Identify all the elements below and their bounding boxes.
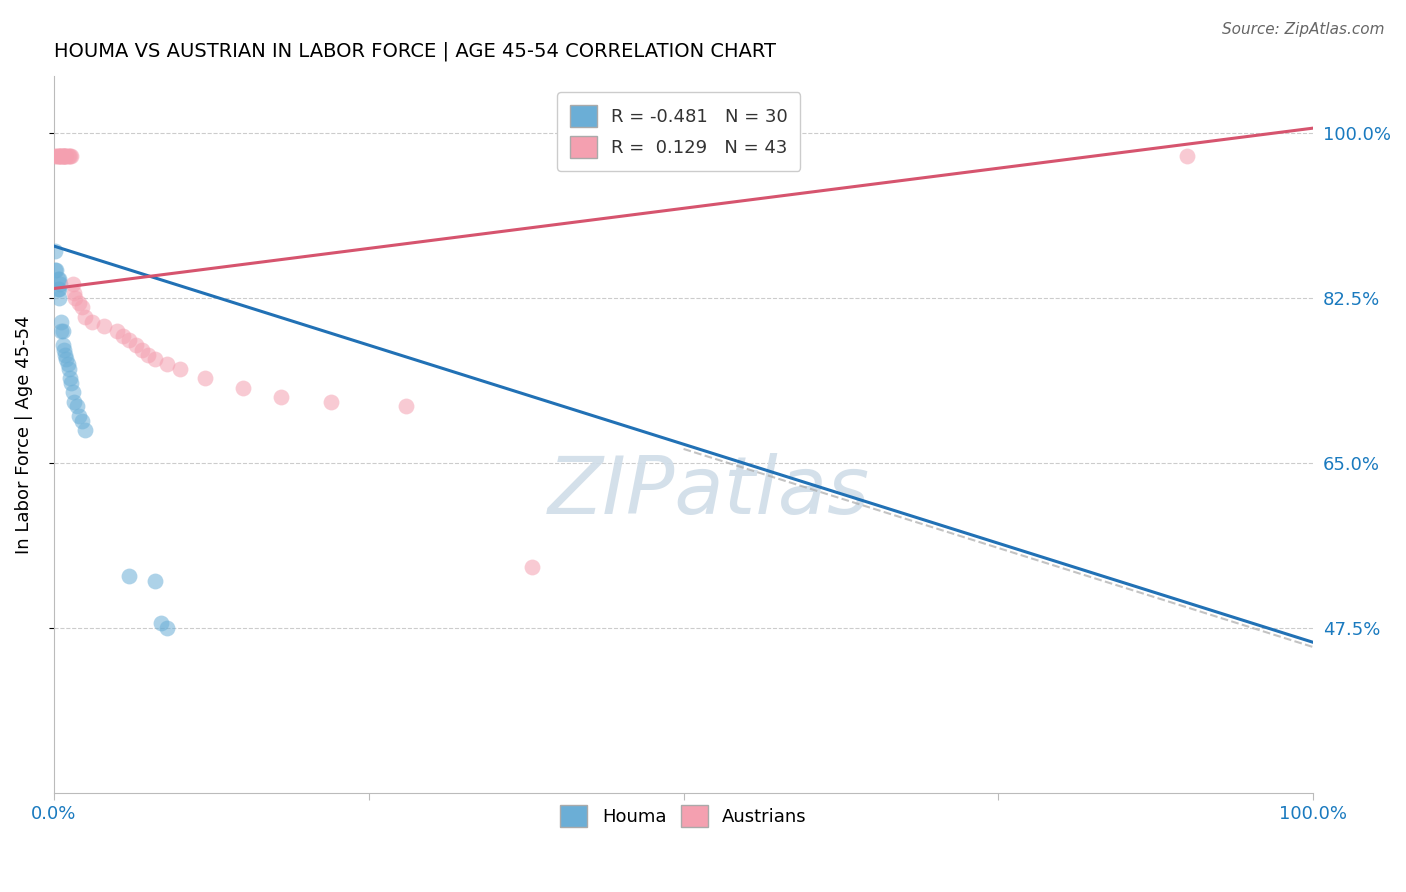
Point [522,560,544,574]
Point [75,423,97,437]
Point [143,574,166,588]
Text: Source: ZipAtlas.com: Source: ZipAtlas.com [1222,22,1385,37]
Point [48,149,70,163]
Point [105,324,128,338]
Point [48,272,70,286]
Point [156,621,179,635]
Point [53,149,76,163]
Point [59,149,82,163]
Point [67,295,90,310]
Point [46,272,69,286]
Y-axis label: In Labor Force | Age 45-54: In Labor Force | Age 45-54 [15,316,32,554]
Point [136,347,159,361]
Point [1175,149,1198,163]
Point [118,569,141,583]
Point [58,149,80,163]
Point [67,409,90,423]
Point [52,149,75,163]
Point [131,343,153,357]
Point [60,376,83,390]
Point [48,149,70,163]
Point [52,149,75,163]
Point [65,291,87,305]
Point [51,149,73,163]
Point [112,328,135,343]
Point [51,324,73,338]
Point [70,414,93,428]
Point [319,394,342,409]
Point [45,262,67,277]
Point [93,319,115,334]
Point [48,291,70,305]
Point [194,371,217,385]
Point [169,361,191,376]
Point [59,371,82,385]
Point [156,357,179,371]
Point [80,314,103,328]
Point [44,149,66,163]
Point [48,281,70,295]
Point [60,149,83,163]
Point [55,352,77,367]
Point [44,244,66,258]
Point [70,301,93,315]
Point [46,281,69,295]
Point [52,338,75,352]
Point [49,149,72,163]
Legend: Houma, Austrians: Houma, Austrians [553,798,814,835]
Point [53,149,76,163]
Point [232,381,254,395]
Point [56,149,79,163]
Point [75,310,97,324]
Point [49,277,72,291]
Point [125,338,148,352]
Point [58,361,80,376]
Point [270,390,292,404]
Point [65,400,87,414]
Point [46,149,69,163]
Text: HOUMA VS AUSTRIAN IN LABOR FORCE | AGE 45-54 CORRELATION CHART: HOUMA VS AUSTRIAN IN LABOR FORCE | AGE 4… [53,42,776,62]
Point [52,149,75,163]
Point [62,277,84,291]
Point [62,385,84,400]
Point [45,149,67,163]
Point [52,324,75,338]
Point [56,357,79,371]
Point [44,262,66,277]
Point [395,400,418,414]
Point [51,149,73,163]
Point [63,286,86,301]
Point [143,352,166,367]
Point [63,394,86,409]
Point [52,343,75,357]
Text: ZIPatlas: ZIPatlas [548,453,870,531]
Point [52,149,75,163]
Point [53,347,76,361]
Point [51,314,73,328]
Point [118,334,141,348]
Point [55,149,77,163]
Point [149,616,172,631]
